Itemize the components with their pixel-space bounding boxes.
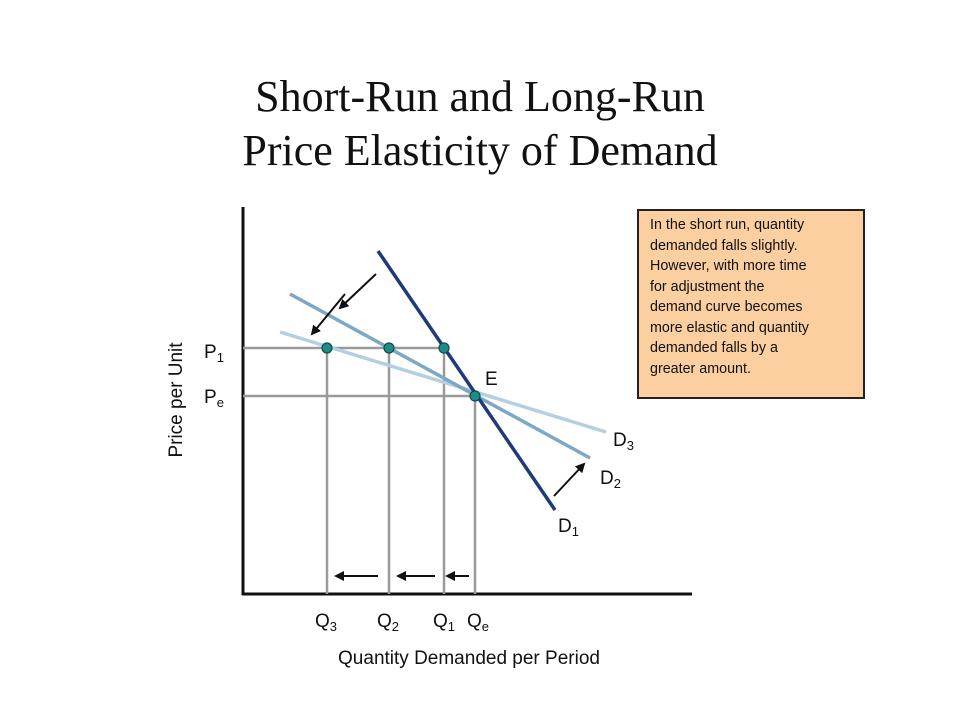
label-p1: P1 xyxy=(204,342,224,365)
title-line-1: Short-Run and Long-Run xyxy=(255,72,705,121)
note-line: However, with more time xyxy=(650,258,807,274)
label-q2: Q2 xyxy=(377,611,399,634)
demand-curve-d3 xyxy=(279,330,607,434)
rotation-arrow-upper xyxy=(338,273,377,310)
title-line-2: Price Elasticity of Demand xyxy=(242,126,718,175)
label-pe: Pe xyxy=(204,387,224,410)
note-line: greater amount. xyxy=(650,360,751,377)
label-q1: Q1 xyxy=(433,611,455,634)
note-line: demanded falls slightly. xyxy=(650,237,798,254)
label-equilibrium: E xyxy=(485,369,498,390)
y-axis-label: Price per Unit xyxy=(166,342,187,458)
rotation-arrow-lower xyxy=(310,293,346,336)
demand-curve-d2 xyxy=(289,292,591,460)
demand-curve-d1 xyxy=(376,250,557,511)
note-line: demand curve becomes xyxy=(650,299,803,315)
label-d3: D3 xyxy=(613,430,634,453)
point-q2-p1 xyxy=(383,342,395,354)
note-line: for adjustment the xyxy=(650,278,765,295)
label-q3: Q3 xyxy=(315,611,337,634)
slide-title: Short-Run and Long-Run Price Elasticity … xyxy=(0,70,960,178)
label-d2: D2 xyxy=(600,468,621,491)
label-qe: Qe xyxy=(467,611,489,634)
point-q3-p1 xyxy=(321,342,333,354)
explanation-note: In the short run, quantity demanded fall… xyxy=(637,209,865,399)
x-axis-label: Quantity Demanded per Period xyxy=(338,648,600,669)
point-q1-p1 xyxy=(438,342,450,354)
rotation-arrow-d1 xyxy=(553,462,586,497)
equilibrium-point xyxy=(469,390,481,402)
label-d1: D1 xyxy=(558,516,579,539)
note-line: In the short run, quantity xyxy=(650,217,805,233)
note-line: demanded falls by a xyxy=(650,340,778,356)
note-line: more elastic and quantity xyxy=(650,319,809,336)
